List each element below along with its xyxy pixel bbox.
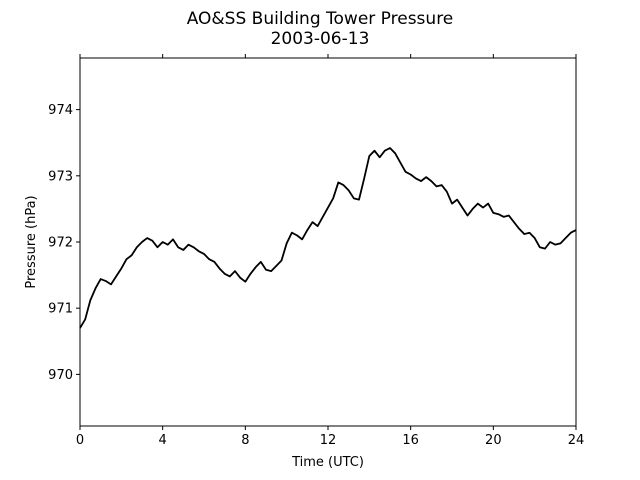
y-tick-label: 973 — [48, 169, 73, 184]
y-tick-label: 971 — [48, 302, 73, 317]
x-tick-label: 4 — [159, 433, 167, 448]
x-tick-label: 20 — [485, 433, 502, 448]
x-axis-ticks: 0 4 8 12 16 20 24 — [76, 54, 584, 448]
x-tick-label: 0 — [76, 433, 84, 448]
x-tick-label: 24 — [568, 433, 585, 448]
chart-title: AO&SS Building Tower Pressure — [186, 9, 454, 29]
x-axis-label: Time (UTC) — [291, 455, 364, 470]
plot-area — [79, 147, 577, 329]
y-axis-ticks: 970 971 972 973 974 — [48, 103, 80, 383]
pressure-series-line — [79, 147, 577, 329]
y-axis-label: Pressure (hPa) — [24, 195, 39, 288]
x-tick-label: 16 — [402, 433, 419, 448]
chart-subtitle: 2003-06-13 — [270, 29, 370, 49]
y-tick-label: 974 — [48, 103, 73, 118]
x-tick-label: 8 — [241, 433, 249, 448]
x-tick-label: 12 — [320, 433, 337, 448]
y-tick-label: 970 — [48, 368, 73, 383]
y-tick-label: 972 — [48, 236, 73, 251]
